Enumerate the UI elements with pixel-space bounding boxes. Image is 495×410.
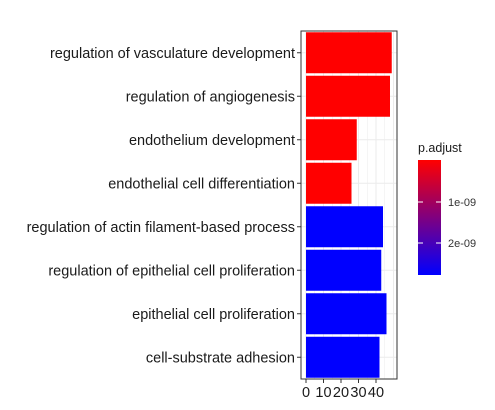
bar <box>306 119 357 161</box>
legend-tick-label: 2e-09 <box>448 238 476 250</box>
category-label: regulation of epithelial cell proliferat… <box>48 263 295 279</box>
bar <box>306 249 382 291</box>
category-label: regulation of vasculature development <box>50 46 295 62</box>
x-tick-label: 0 <box>302 385 310 401</box>
x-axis-ticks: 0 10 20 30 40 <box>302 379 384 401</box>
x-tick-label: 40 <box>368 385 384 401</box>
legend-colorbar <box>418 160 441 275</box>
x-tick-label: 30 <box>350 385 366 401</box>
category-label: cell-substrate adhesion <box>146 350 295 366</box>
bar <box>306 75 390 117</box>
legend-title: p.adjust <box>418 141 462 155</box>
bars <box>306 32 392 378</box>
legend-ticks: 1e-09 2e-09 <box>418 197 476 250</box>
x-tick-label: 20 <box>333 385 349 401</box>
bar <box>306 206 383 248</box>
category-label: endothelium development <box>129 133 295 149</box>
category-label: regulation of angiogenesis <box>126 89 295 105</box>
bar <box>306 32 392 74</box>
category-label: regulation of actin filament-based proce… <box>27 220 295 236</box>
category-label: epithelial cell proliferation <box>132 307 295 323</box>
bar <box>306 293 387 335</box>
category-labels: regulation of vasculature development reg… <box>27 46 301 366</box>
legend-tick-label: 1e-09 <box>448 197 476 209</box>
category-label: endothelial cell differentiation <box>108 176 295 192</box>
bar <box>306 336 380 378</box>
color-legend: p.adjust 1e-09 2e-09 <box>418 141 476 275</box>
x-tick-label: 10 <box>315 385 331 401</box>
plot-border <box>300 30 398 380</box>
bar <box>306 162 352 204</box>
